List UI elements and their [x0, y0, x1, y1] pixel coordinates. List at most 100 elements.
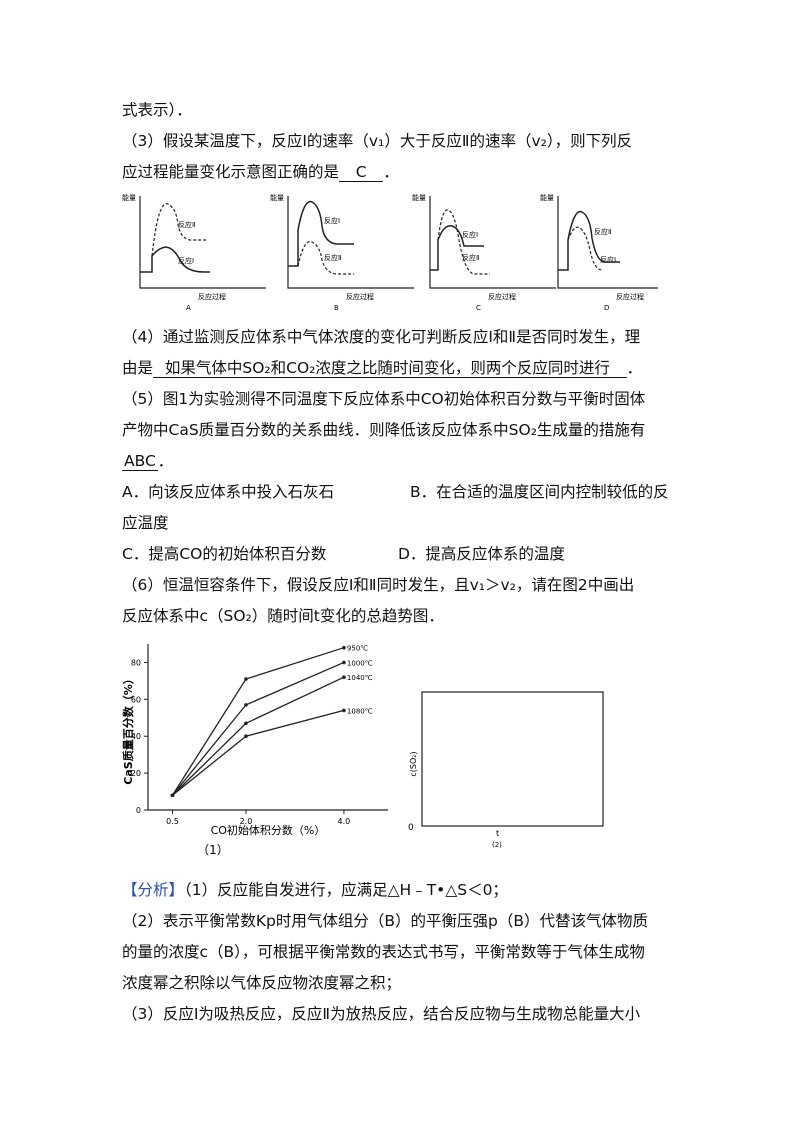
question-4: （4）通过监测反应体系中气体浓度的变化可判断反应Ⅰ和Ⅱ是否同时发生，理	[122, 326, 640, 348]
y-tick-label: 0	[136, 806, 141, 815]
series-line	[172, 676, 345, 796]
analysis-text-2: （2）表示平衡常数Kp时用气体组分（B）的平衡压强p（B）代替该气体物质	[122, 912, 648, 930]
x-tick-label: 2.0	[240, 817, 253, 826]
series-line	[172, 709, 345, 796]
series-label: 1000℃	[347, 659, 373, 667]
text-l3a: 应过程能量变化示意图正确的是	[122, 163, 340, 181]
series-label: 1080℃	[347, 707, 373, 715]
option-a-text: A．向该反应体系中投入石灰石	[122, 483, 335, 501]
figure-caption-1: （1）	[197, 843, 229, 857]
data-point	[244, 703, 248, 707]
analysis-5: （3）反应Ⅰ为吸热反应，反应Ⅱ为放热反应，结合反应物与生成物总能量大小	[122, 1003, 640, 1025]
question-5: （5）图1为实验测得不同温度下反应体系中CO初始体积百分数与平衡时固体	[122, 388, 645, 410]
x-axis-label: t	[496, 829, 499, 838]
y-axis-label: 能量	[122, 193, 136, 202]
data-point	[244, 734, 248, 739]
y-axis-label: CaS质量百分数（%）	[121, 673, 135, 784]
panel-label-b: B	[334, 304, 339, 312]
option-b-text: B．在合适的温度区间内控制较低的反	[410, 483, 669, 501]
series-line	[171, 647, 345, 796]
y-tick-label: 20	[131, 769, 141, 778]
y-axis-label: 能量	[540, 193, 554, 202]
text-line: 由是 如果气体中SO₂和CO₂浓度之比随时间变化，则两个反应同时进行 ．	[122, 357, 642, 379]
option-d: D．提高反应体系的温度	[398, 543, 565, 565]
text-l8b: ．	[157, 452, 174, 470]
option-b-cont: 应温度	[122, 512, 169, 534]
text-line: 产物中CaS质量百分数的关系曲线．则降低该反应体系中SO₂生成量的措施有	[122, 419, 645, 441]
answer-5: ABC	[122, 452, 158, 471]
answer-blank: 如果气体中SO₂和CO₂浓度之比随时间变化，则两个反应同时进行	[153, 359, 627, 378]
x-axis-label: 反应过程	[616, 292, 644, 301]
label-curve2: 反应Ⅱ	[178, 220, 195, 229]
panel-label-a: A	[186, 304, 191, 312]
x-axis-label: 反应过程	[488, 292, 516, 301]
data-point	[342, 645, 346, 650]
data-point	[342, 708, 346, 713]
question-3: （3）假设某温度下，反应Ⅰ的速率（v₁）大于反应Ⅱ的速率（v₂），则下列反	[122, 130, 632, 152]
data-point	[342, 660, 346, 665]
option-c-text: C．提高CO的初始体积百分数	[122, 545, 327, 563]
analysis-4: 浓度幂之积除以气体反应物浓度幂之积；	[122, 972, 401, 994]
analysis-1: 【分析】（1）反应能自发进行，应满足△H﹣T•△S＜0；	[122, 879, 508, 901]
option-b: B．在合适的温度区间内控制较低的反	[410, 481, 669, 503]
y-axis-label: 能量	[412, 193, 426, 202]
answer-4: 如果气体中SO₂和CO₂浓度之比随时间变化，则两个反应同时进行	[164, 359, 610, 377]
text-l4: （4）通过监测反应体系中气体浓度的变化可判断反应Ⅰ和Ⅱ是否同时发生，理	[122, 328, 641, 346]
data-point	[244, 677, 248, 681]
text-l6: （5）图1为实验测得不同温度下反应体系中CO初始体积百分数与平衡时固体	[122, 390, 646, 408]
energy-diagram-c: 反应Ⅰ 反应Ⅱ 能量 反应过程 C	[412, 193, 556, 312]
text-l7: 产物中CaS质量百分数的关系曲线．则降低该反应体系中SO₂生成量的措施有	[122, 421, 646, 439]
energy-diagrams: 反应Ⅱ 反应Ⅰ 能量 反应过程 A 反应Ⅰ 反应Ⅱ 能量 反应过程 B 反应Ⅰ …	[122, 193, 658, 312]
text-line: 式表示）．	[122, 99, 192, 121]
label-curve1: 反应Ⅰ	[462, 230, 478, 239]
option-a: A．向该反应体系中投入石灰石	[122, 481, 334, 503]
label-curve1: 反应Ⅰ	[178, 256, 194, 265]
label-curve1: 反应Ⅰ	[600, 255, 616, 264]
energy-diagram-a: 反应Ⅱ 反应Ⅰ 能量 反应过程 A	[122, 193, 266, 312]
panel-label-c: C	[476, 304, 481, 312]
option-b-text-cont: 应温度	[122, 514, 169, 532]
question-6: （6）恒温恒容条件下，假设反应Ⅰ和Ⅱ同时发生，且v₁＞v₂，请在图2中画出	[122, 574, 634, 596]
y-tick-label: 60	[131, 695, 141, 704]
text-l11: （6）恒温恒容条件下，假设反应Ⅰ和Ⅱ同时发生，且v₁＞v₂，请在图2中画出	[122, 576, 635, 594]
analysis-text-3: 的量的浓度c（B），可根据平衡常数的表达式书写，平衡常数等于气体生成物	[122, 943, 645, 961]
x-tick-label: 4.0	[338, 817, 351, 826]
text-l3b: ．	[383, 163, 399, 181]
text-line: 反应体系中c（SO₂）随时间t变化的总趋势图．	[122, 605, 444, 627]
panel-label-d: D	[604, 304, 609, 312]
y-axis-label: c(SO₂)	[409, 751, 418, 776]
answer-blank: C	[339, 163, 384, 182]
blank-answer-chart: c(SO₂) 0 t (2)	[408, 691, 604, 849]
text-line: 应过程能量变化示意图正确的是 C ．	[122, 161, 399, 183]
label-curve1: 反应Ⅰ	[324, 216, 340, 225]
option-d-text: D．提高反应体系的温度	[398, 545, 565, 563]
analysis-text-4: 浓度幂之积除以气体反应物浓度幂之积；	[122, 974, 402, 992]
answer-3: C	[355, 163, 367, 181]
answer-box	[421, 691, 604, 827]
analysis-3: 的量的浓度c（B），可根据平衡常数的表达式书写，平衡常数等于气体生成物	[122, 941, 645, 963]
analysis-text-5: （3）反应Ⅰ为吸热反应，反应Ⅱ为放热反应，结合反应物与生成物总能量大小	[122, 1005, 641, 1023]
y-axis-label: 能量	[270, 193, 284, 202]
label-curve2: 反应Ⅱ	[594, 227, 611, 236]
data-point	[170, 793, 175, 798]
energy-diagram-d: 反应Ⅱ 反应Ⅰ 能量 反应过程 D	[540, 193, 658, 312]
text-l5a: 由是	[122, 359, 154, 377]
x-tick-label: 0.5	[166, 817, 179, 826]
series-label: 950℃	[347, 645, 368, 653]
analysis-2: （2）表示平衡常数Kp时用气体组分（B）的平衡压强p（B）代替该气体物质	[122, 910, 648, 932]
y-tick-label: 40	[131, 732, 141, 741]
x-axis-label: CO初始体积分数（%）	[211, 823, 326, 837]
analysis-text-1: （1）反应能自发进行，应满足△H﹣T•△S＜0；	[184, 881, 508, 899]
text-l1: 式表示）．	[122, 101, 192, 119]
series-label: 1040℃	[347, 674, 373, 682]
origin-label: 0	[408, 823, 414, 833]
data-point	[244, 721, 248, 726]
text-l2: （3）假设某温度下，反应Ⅰ的速率（v₁）大于反应Ⅱ的速率（v₂），则下列反	[122, 132, 633, 150]
x-axis-label: 反应过程	[346, 292, 374, 301]
figure-caption-2: (2)	[492, 841, 502, 849]
text-line: ABC ．	[122, 450, 173, 472]
label-curve2: 反应Ⅱ	[324, 253, 341, 262]
data-point	[342, 675, 346, 679]
option-c: C．提高CO的初始体积百分数	[122, 543, 326, 565]
